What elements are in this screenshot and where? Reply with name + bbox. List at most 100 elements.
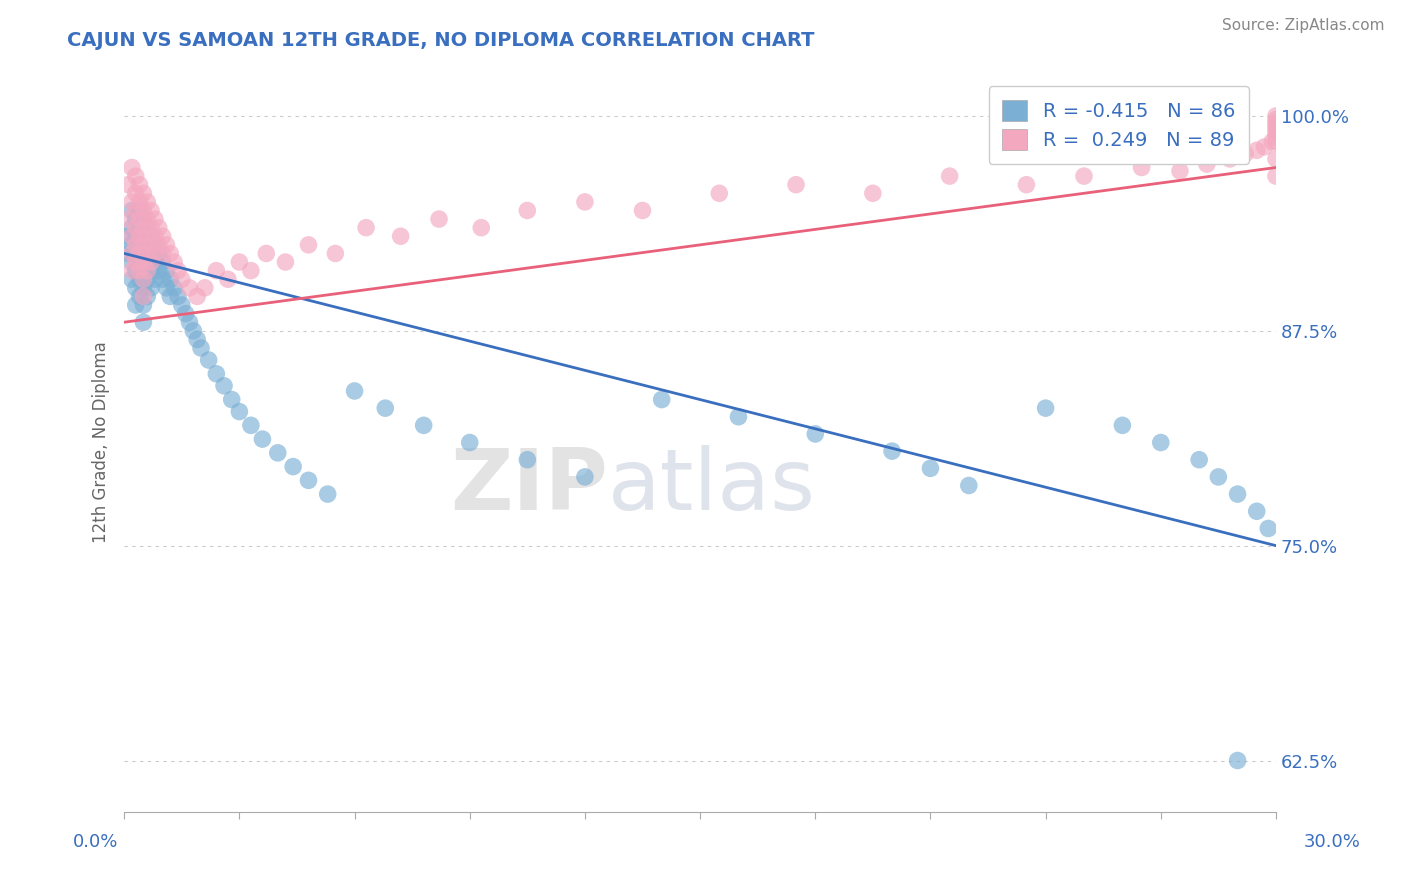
Point	[125, 186, 148, 201]
Point	[136, 272, 159, 286]
Point	[132, 272, 155, 286]
Point	[143, 212, 166, 227]
Point	[163, 255, 186, 269]
Point	[804, 426, 827, 441]
Point	[125, 298, 148, 312]
Point	[1265, 152, 1288, 166]
Point	[136, 238, 159, 252]
Point	[1168, 164, 1191, 178]
Point	[117, 178, 139, 192]
Point	[880, 444, 903, 458]
Point	[128, 255, 150, 269]
Point	[136, 255, 159, 269]
Point	[136, 229, 159, 244]
Point	[117, 229, 139, 244]
Point	[194, 281, 217, 295]
Point	[1265, 135, 1288, 149]
Point	[132, 298, 155, 312]
Point	[132, 220, 155, 235]
Point	[239, 418, 262, 433]
Point	[862, 186, 884, 201]
Point	[139, 281, 162, 295]
Point	[159, 272, 181, 286]
Point	[136, 263, 159, 277]
Point	[155, 238, 177, 252]
Point	[389, 229, 412, 244]
Point	[1035, 401, 1057, 416]
Point	[1130, 161, 1153, 175]
Point	[179, 315, 201, 329]
Point	[139, 255, 162, 269]
Point	[412, 418, 434, 433]
Point	[651, 392, 673, 407]
Point	[136, 194, 159, 209]
Point	[221, 392, 243, 407]
Point	[785, 178, 807, 192]
Point	[136, 246, 159, 260]
Point	[1265, 120, 1288, 134]
Point	[1265, 109, 1288, 123]
Text: 0.0%: 0.0%	[73, 833, 118, 851]
Point	[1265, 122, 1288, 136]
Point	[121, 194, 143, 209]
Point	[297, 473, 319, 487]
Point	[470, 220, 492, 235]
Point	[239, 263, 262, 277]
Point	[179, 281, 201, 295]
Point	[136, 289, 159, 303]
Point	[205, 367, 228, 381]
Point	[143, 246, 166, 260]
Point	[132, 246, 155, 260]
Point	[228, 404, 250, 418]
Point	[125, 246, 148, 260]
Point	[727, 409, 749, 424]
Point	[132, 281, 155, 295]
Point	[152, 255, 174, 269]
Point	[125, 229, 148, 244]
Point	[128, 246, 150, 260]
Point	[574, 194, 596, 209]
Point	[1265, 169, 1288, 183]
Point	[1188, 452, 1211, 467]
Point	[132, 263, 155, 277]
Point	[159, 289, 181, 303]
Text: Source: ZipAtlas.com: Source: ZipAtlas.com	[1222, 18, 1385, 33]
Text: atlas: atlas	[607, 445, 815, 528]
Point	[1111, 418, 1133, 433]
Point	[170, 298, 193, 312]
Point	[139, 246, 162, 260]
Point	[228, 255, 250, 269]
Point	[354, 220, 377, 235]
Point	[1015, 178, 1038, 192]
Point	[297, 238, 319, 252]
Point	[254, 246, 277, 260]
Point	[121, 229, 143, 244]
Point	[132, 238, 155, 252]
Point	[167, 289, 190, 303]
Point	[121, 272, 143, 286]
Point	[1253, 140, 1275, 154]
Point	[1265, 116, 1288, 130]
Point	[136, 220, 159, 235]
Point	[128, 263, 150, 277]
Point	[139, 203, 162, 218]
Point	[125, 263, 148, 277]
Point	[125, 255, 148, 269]
Point	[121, 203, 143, 218]
Point	[121, 246, 143, 260]
Point	[1073, 169, 1095, 183]
Point	[1226, 487, 1249, 501]
Legend: R = -0.415   N = 86, R =  0.249   N = 89: R = -0.415 N = 86, R = 0.249 N = 89	[988, 87, 1249, 164]
Text: 30.0%: 30.0%	[1305, 833, 1361, 851]
Point	[128, 194, 150, 209]
Point	[427, 212, 450, 227]
Point	[186, 289, 208, 303]
Point	[155, 263, 177, 277]
Point	[136, 212, 159, 227]
Point	[132, 315, 155, 329]
Point	[128, 229, 150, 244]
Point	[139, 263, 162, 277]
Point	[190, 341, 212, 355]
Point	[148, 263, 170, 277]
Point	[132, 289, 155, 303]
